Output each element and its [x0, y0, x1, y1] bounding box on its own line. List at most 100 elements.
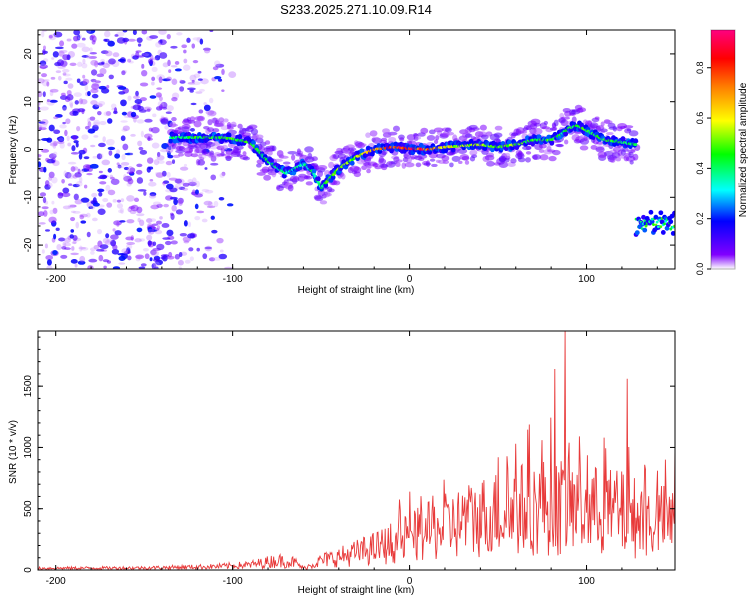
noise-speckle	[211, 229, 218, 234]
noise-speckle	[164, 125, 169, 130]
noise-speckle	[88, 258, 98, 263]
noise-speckle	[198, 109, 204, 114]
noise-speckle	[228, 71, 237, 78]
noise-speckle	[78, 98, 84, 105]
noise-speckle	[153, 265, 159, 269]
noise-speckle	[170, 65, 178, 68]
ridge-halo	[175, 149, 185, 154]
noise-speckle	[134, 238, 142, 243]
patch-core	[650, 217, 654, 221]
noise-speckle	[72, 183, 80, 188]
noise-speckle	[98, 170, 103, 174]
ridge-halo	[461, 155, 470, 161]
ridge-halo	[577, 107, 587, 113]
ridge-halo	[525, 157, 531, 163]
noise-speckle	[49, 140, 59, 146]
noise-speckle	[174, 60, 180, 65]
patch-body	[658, 210, 664, 216]
noise-speckle	[148, 58, 154, 65]
noise-speckle	[148, 181, 157, 187]
noise-speckle	[49, 90, 54, 97]
noise-speckle	[168, 69, 172, 73]
noise-speckle	[148, 194, 157, 199]
noise-speckle	[122, 37, 130, 43]
noise-speckle	[93, 244, 100, 250]
noise-speckle	[117, 58, 126, 62]
noise-speckle	[204, 245, 213, 252]
noise-speckle	[208, 257, 216, 262]
ridge-body	[549, 140, 555, 146]
noise-speckle	[39, 106, 49, 111]
noise-speckle	[84, 84, 89, 91]
ridge-halo	[242, 156, 250, 161]
noise-speckle	[98, 103, 103, 108]
noise-speckle	[202, 253, 208, 260]
ridge-body	[506, 139, 512, 146]
noise-speckle	[171, 78, 178, 85]
noise-speckle	[184, 259, 191, 264]
ridge-body	[237, 134, 243, 140]
noise-speckle	[90, 250, 95, 255]
noise-speckle	[203, 104, 211, 112]
ridge-halo	[291, 154, 296, 161]
patch-body	[668, 219, 674, 225]
noise-speckle	[208, 97, 214, 104]
patch-core	[663, 222, 666, 226]
noise-speckle	[97, 110, 102, 116]
noise-speckle	[139, 97, 147, 102]
noise-speckle	[114, 230, 122, 236]
ridge-halo	[333, 180, 341, 186]
spectrogram-x-tick-label: -100	[223, 274, 243, 285]
noise-speckle	[87, 30, 92, 33]
noise-speckle	[215, 63, 225, 68]
noise-speckle	[69, 101, 74, 107]
noise-speckle	[156, 155, 165, 161]
noise-speckle	[83, 184, 88, 189]
noise-speckle	[91, 83, 100, 90]
noise-speckle	[103, 265, 107, 269]
noise-speckle	[48, 171, 55, 179]
noise-speckle	[166, 105, 174, 112]
noise-speckle	[70, 216, 76, 222]
noise-speckle	[132, 104, 142, 111]
ridge-halo	[190, 153, 199, 158]
ridge-halo	[539, 154, 549, 161]
ridge-halo	[562, 107, 571, 113]
noise-speckle	[63, 80, 68, 85]
noise-speckle	[59, 124, 67, 129]
noise-speckle	[170, 240, 178, 245]
noise-speckle	[171, 204, 177, 212]
noise-speckle	[98, 142, 106, 148]
noise-speckle	[183, 49, 187, 54]
noise-speckle	[75, 142, 79, 148]
ridge-halo	[369, 130, 378, 137]
noise-speckle	[136, 213, 145, 217]
noise-speckle	[91, 192, 98, 198]
noise-speckle	[160, 115, 165, 119]
noise-speckle	[189, 74, 197, 82]
ridge-halo	[518, 150, 523, 156]
noise-speckle	[177, 197, 184, 204]
ridge-halo	[564, 139, 569, 145]
ridge-halo	[517, 157, 526, 163]
ridge-halo	[207, 127, 215, 133]
ridge-halo	[232, 148, 242, 154]
colorbar: 0.0 0.2 0.4 0.6 0.8 Normalized spectral ampl…	[695, 29, 749, 275]
noise-speckle	[99, 67, 107, 75]
patch-body	[642, 227, 648, 233]
noise-speckle	[82, 78, 87, 85]
ridge-halo	[256, 163, 262, 168]
noise-speckle	[102, 62, 110, 69]
noise-speckle	[107, 189, 116, 196]
noise-speckle	[204, 189, 214, 194]
noise-speckle	[55, 227, 60, 232]
ridge-halo	[366, 168, 371, 174]
noise-speckle	[71, 241, 77, 244]
noise-speckle	[71, 43, 78, 49]
patch-body	[641, 214, 646, 220]
noise-speckle	[175, 209, 184, 215]
noise-speckle	[157, 160, 165, 164]
noise-speckle	[160, 254, 170, 258]
noise-speckle	[69, 234, 74, 239]
